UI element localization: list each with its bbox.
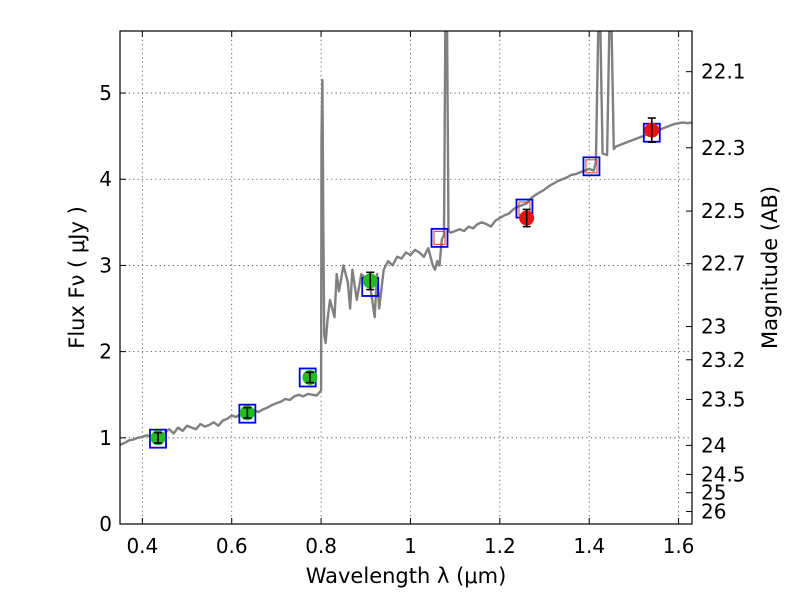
mag-tick-label: 22.5 — [701, 199, 746, 223]
y-tick-label: 5 — [99, 81, 112, 105]
model-flux-box — [582, 156, 601, 177]
y-tick-label: 2 — [99, 340, 112, 364]
mag-tick-label: 23.5 — [701, 387, 746, 411]
mag-tick-label: 23 — [701, 315, 726, 339]
mag-tick-label: 23.2 — [701, 348, 746, 372]
y-tick-label: 0 — [99, 512, 112, 536]
y-axis-title: Flux Fν ( μJy ) — [65, 206, 89, 349]
x-tick-label: 1 — [404, 534, 417, 558]
y-tick-label: 1 — [99, 426, 112, 450]
mag-tick-label: 24.5 — [701, 462, 746, 486]
x-tick-label: 0.4 — [126, 534, 158, 558]
x-tick-label: 0.8 — [305, 534, 337, 558]
plot-frame — [119, 30, 693, 525]
y2-axis-title: Magnitude (AB) — [758, 186, 782, 349]
x-axis-title: Wavelength λ (μm) — [306, 564, 507, 588]
mag-tick-label: 22.1 — [701, 60, 746, 84]
y-tick-label: 3 — [99, 253, 112, 277]
x-tick-label: 1.6 — [663, 534, 695, 558]
mag-tick-label: 26 — [701, 500, 726, 524]
model-flux-box-inner — [433, 230, 446, 245]
plot-content — [120, 31, 692, 449]
plot-area — [120, 31, 692, 449]
model-flux-box-inner — [585, 159, 598, 174]
y-tick-label: 4 — [99, 167, 112, 191]
mag-tick-label: 25 — [701, 481, 726, 505]
model-flux-box — [238, 403, 257, 424]
grid-lines — [120, 31, 692, 525]
x-tick-label: 1.2 — [484, 534, 516, 558]
mag-tick-label: 24 — [701, 433, 726, 457]
model-flux-box — [430, 227, 449, 248]
model-spectrum-line — [120, 31, 692, 446]
x-tick-label: 1.4 — [573, 534, 605, 558]
mag-tick-label: 22.3 — [701, 136, 746, 160]
axis-ticks: 0.4 0.6 0.8 1 1.2 1.4 1.601234522.122.322.522.… — [99, 31, 746, 558]
model-flux-box — [149, 428, 167, 449]
mag-tick-label: 22.7 — [701, 252, 746, 276]
x-tick-label: 0.6 — [216, 534, 248, 558]
